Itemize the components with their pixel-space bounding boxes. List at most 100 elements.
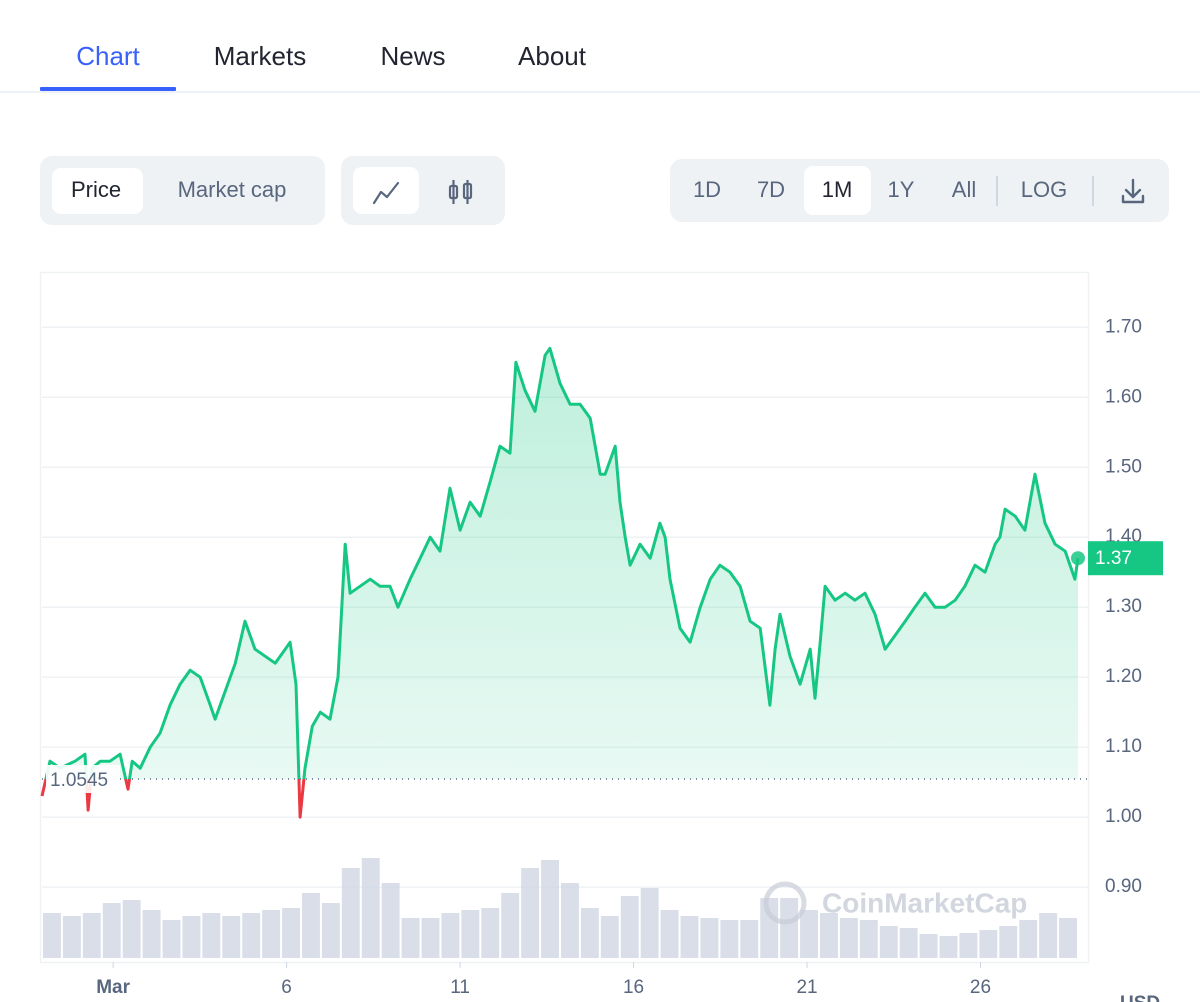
volume-bar bbox=[302, 893, 320, 958]
volume-bar bbox=[102, 903, 121, 958]
tab-bar: Chart Markets News About bbox=[40, 41, 587, 91]
range-group bbox=[670, 159, 1169, 222]
volume-bar bbox=[461, 910, 480, 958]
volume-bar bbox=[720, 920, 739, 958]
y-tick-label: 1.30 bbox=[1105, 596, 1142, 617]
range-button[interactable]: 1M bbox=[822, 177, 853, 202]
range-button[interactable]: 1Y bbox=[888, 177, 915, 202]
volume-bar bbox=[282, 908, 300, 958]
watermark-logo bbox=[763, 881, 807, 925]
volume-bar bbox=[62, 916, 81, 958]
y-tick-label: 1.50 bbox=[1105, 456, 1142, 477]
volume-bar bbox=[760, 898, 779, 958]
volume-bar bbox=[501, 893, 520, 958]
metric-button[interactable]: Market cap bbox=[178, 177, 287, 202]
range-button[interactable]: 7D bbox=[757, 177, 785, 202]
volume-bar bbox=[700, 918, 719, 958]
volume-bar bbox=[999, 926, 1018, 958]
volume-bar bbox=[879, 926, 898, 958]
last-point bbox=[1071, 551, 1085, 566]
volume-bar bbox=[421, 918, 440, 958]
volume-bar bbox=[859, 920, 878, 958]
watermark: CoinMarketCap bbox=[822, 887, 1027, 918]
volume-bar bbox=[361, 858, 380, 958]
y-tick-label: 1.10 bbox=[1105, 736, 1142, 757]
reference-label: 1.0545 bbox=[50, 770, 108, 791]
range-button[interactable]: 1D bbox=[693, 177, 721, 202]
y-tick-label: 0.90 bbox=[1105, 876, 1142, 897]
active-pill bbox=[52, 168, 143, 214]
x-tick-label: Mar bbox=[96, 977, 130, 998]
y-tick-label: 1.20 bbox=[1105, 666, 1142, 687]
volume-bar bbox=[441, 913, 460, 958]
volume-bar bbox=[919, 934, 938, 958]
x-tick-label: 6 bbox=[281, 977, 292, 998]
volume-bar bbox=[600, 916, 619, 958]
volume-bar bbox=[1039, 913, 1058, 958]
last-price-box bbox=[1088, 541, 1163, 576]
volume-bar bbox=[979, 930, 998, 958]
volume-bar bbox=[580, 908, 599, 958]
volume-bar bbox=[122, 900, 141, 958]
candle-chart-button[interactable] bbox=[448, 180, 473, 204]
tab[interactable]: About bbox=[518, 41, 587, 71]
unit-label: USD bbox=[1120, 993, 1160, 1002]
x-tick-label: 26 bbox=[970, 977, 991, 998]
price-area bbox=[45, 348, 1078, 780]
active-tab-underline bbox=[40, 87, 176, 91]
metric-toggle: Price Market cap bbox=[52, 168, 286, 214]
volume-bar bbox=[620, 896, 639, 958]
volume-bar bbox=[162, 920, 181, 958]
volume-bar bbox=[43, 913, 61, 958]
volume-bar bbox=[800, 910, 818, 958]
volume-bar bbox=[242, 913, 261, 958]
tab[interactable]: Chart bbox=[76, 41, 140, 71]
volume-bar bbox=[839, 918, 858, 958]
y-tick-label: 1.70 bbox=[1105, 316, 1142, 337]
chart-frame bbox=[39, 271, 1090, 964]
volume-bar bbox=[82, 913, 101, 958]
volume-bar bbox=[202, 913, 221, 958]
tab[interactable]: News bbox=[380, 41, 445, 71]
volume-bar bbox=[262, 910, 281, 958]
line-chart-button[interactable] bbox=[353, 167, 419, 214]
volume-bar bbox=[561, 883, 579, 958]
volume-bar bbox=[541, 860, 559, 958]
volume-bar bbox=[820, 913, 838, 958]
x-tick-label: 11 bbox=[450, 977, 470, 998]
volume-bar bbox=[222, 916, 241, 958]
tab[interactable]: Markets bbox=[214, 41, 306, 71]
metric-button[interactable]: Price bbox=[71, 177, 121, 202]
download-icon bbox=[1124, 188, 1142, 199]
reference-label-bg bbox=[46, 765, 120, 794]
x-tick-label: 21 bbox=[796, 977, 817, 998]
active-pill bbox=[804, 166, 871, 215]
range-button[interactable]: All bbox=[952, 177, 976, 202]
last-price-label: 1.37 bbox=[1095, 548, 1132, 569]
line-chart-icon bbox=[372, 181, 400, 205]
x-tick-label: 16 bbox=[623, 977, 644, 998]
volume-bar bbox=[899, 928, 918, 958]
volume-bar bbox=[640, 888, 659, 958]
volume-bar bbox=[341, 868, 360, 958]
volume-bar bbox=[381, 883, 400, 958]
volume-bar bbox=[1059, 918, 1077, 958]
download-button[interactable] bbox=[1121, 178, 1145, 204]
y-tick-label: 1.60 bbox=[1105, 386, 1142, 407]
range-button[interactable]: LOG bbox=[1021, 177, 1067, 202]
volume-bar bbox=[939, 936, 958, 958]
volume-bar bbox=[521, 868, 540, 958]
volume-bar bbox=[1019, 920, 1038, 958]
download-icon bbox=[1121, 194, 1145, 204]
volume-bar bbox=[182, 916, 201, 958]
price-line bbox=[44, 346, 1080, 780]
y-tick-label: 1.00 bbox=[1105, 806, 1142, 827]
volume-bar bbox=[959, 933, 978, 958]
volume-bar bbox=[780, 898, 799, 958]
volume-bar bbox=[481, 908, 500, 958]
volume-bar bbox=[321, 903, 340, 958]
volume-bar bbox=[740, 920, 759, 958]
